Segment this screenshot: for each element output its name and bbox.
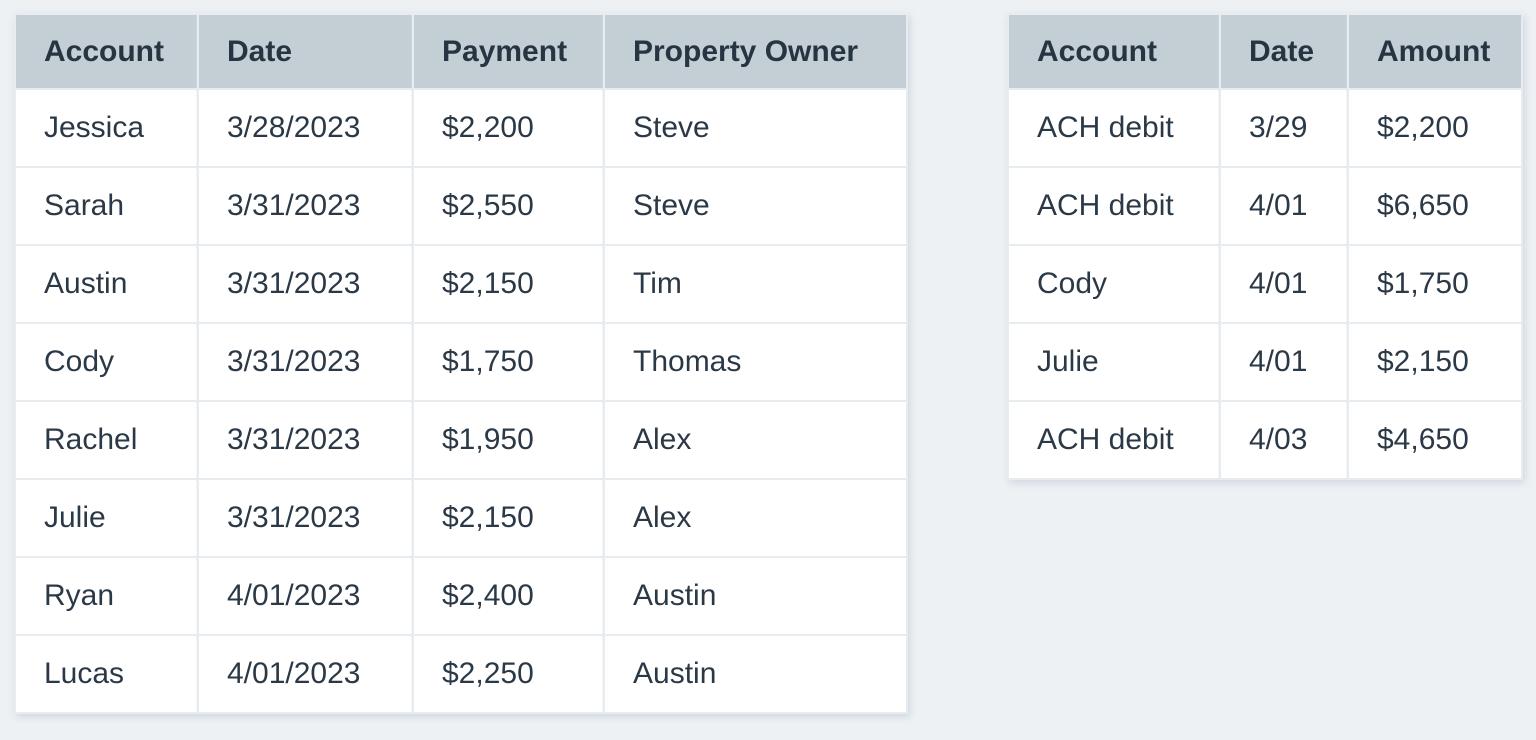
cell-payment: $2,150 (414, 246, 603, 322)
cell-property-owner: Tim (605, 246, 906, 322)
table-row: Cody 4/01 $1,750 (1009, 246, 1521, 322)
cell-account: Cody (1009, 246, 1219, 322)
cell-account: ACH debit (1009, 168, 1219, 244)
cell-account: Ryan (16, 558, 197, 634)
cell-account: Cody (16, 324, 197, 400)
cell-date: 4/01 (1221, 246, 1347, 322)
payments-table: Account Date Payment Property Owner Jess… (14, 13, 908, 714)
cell-amount: $4,650 (1349, 402, 1521, 478)
cell-property-owner: Austin (605, 636, 906, 712)
bank-header-row: Account Date Amount (1009, 15, 1521, 88)
table-row: Austin 3/31/2023 $2,150 Tim (16, 246, 906, 322)
cell-date: 3/31/2023 (199, 480, 412, 556)
table-row: ACH debit 4/03 $4,650 (1009, 402, 1521, 478)
payments-header-row: Account Date Payment Property Owner (16, 15, 906, 88)
cell-property-owner: Alex (605, 480, 906, 556)
bank-transactions-table: Account Date Amount ACH debit 3/29 $2,20… (1007, 13, 1523, 480)
cell-account: Jessica (16, 90, 197, 166)
bank-column-header-amount: Amount (1349, 15, 1521, 88)
cell-property-owner: Thomas (605, 324, 906, 400)
cell-payment: $2,250 (414, 636, 603, 712)
cell-date: 4/01/2023 (199, 558, 412, 634)
cell-date: 3/31/2023 (199, 402, 412, 478)
cell-date: 3/31/2023 (199, 168, 412, 244)
cell-date: 3/29 (1221, 90, 1347, 166)
cell-date: 4/03 (1221, 402, 1347, 478)
cell-account: Julie (1009, 324, 1219, 400)
cell-property-owner: Alex (605, 402, 906, 478)
cell-account: Lucas (16, 636, 197, 712)
cell-date: 3/28/2023 (199, 90, 412, 166)
cell-amount: $2,200 (1349, 90, 1521, 166)
cell-account: ACH debit (1009, 90, 1219, 166)
payments-column-header-property-owner: Property Owner (605, 15, 906, 88)
table-row: Julie 3/31/2023 $2,150 Alex (16, 480, 906, 556)
table-row: Rachel 3/31/2023 $1,950 Alex (16, 402, 906, 478)
table-row: Lucas 4/01/2023 $2,250 Austin (16, 636, 906, 712)
bank-column-header-date: Date (1221, 15, 1347, 88)
cell-amount: $6,650 (1349, 168, 1521, 244)
table-row: Julie 4/01 $2,150 (1009, 324, 1521, 400)
table-row: Cody 3/31/2023 $1,750 Thomas (16, 324, 906, 400)
bank-column-header-account: Account (1009, 15, 1219, 88)
cell-amount: $2,150 (1349, 324, 1521, 400)
cell-date: 3/31/2023 (199, 246, 412, 322)
cell-payment: $2,150 (414, 480, 603, 556)
payments-column-header-date: Date (199, 15, 412, 88)
cell-date: 4/01 (1221, 168, 1347, 244)
cell-account: Rachel (16, 402, 197, 478)
payments-column-header-payment: Payment (414, 15, 603, 88)
table-row: ACH debit 4/01 $6,650 (1009, 168, 1521, 244)
cell-date: 4/01 (1221, 324, 1347, 400)
cell-amount: $1,750 (1349, 246, 1521, 322)
cell-account: Austin (16, 246, 197, 322)
table-row: Jessica 3/28/2023 $2,200 Steve (16, 90, 906, 166)
cell-date: 4/01/2023 (199, 636, 412, 712)
cell-property-owner: Austin (605, 558, 906, 634)
cell-payment: $2,200 (414, 90, 603, 166)
cell-property-owner: Steve (605, 168, 906, 244)
cell-payment: $2,400 (414, 558, 603, 634)
table-row: Ryan 4/01/2023 $2,400 Austin (16, 558, 906, 634)
cell-account: Julie (16, 480, 197, 556)
payments-column-header-account: Account (16, 15, 197, 88)
table-row: ACH debit 3/29 $2,200 (1009, 90, 1521, 166)
cell-payment: $1,950 (414, 402, 603, 478)
table-row: Sarah 3/31/2023 $2,550 Steve (16, 168, 906, 244)
cell-account: Sarah (16, 168, 197, 244)
cell-account: ACH debit (1009, 402, 1219, 478)
cell-property-owner: Steve (605, 90, 906, 166)
cell-payment: $1,750 (414, 324, 603, 400)
cell-date: 3/31/2023 (199, 324, 412, 400)
cell-payment: $2,550 (414, 168, 603, 244)
